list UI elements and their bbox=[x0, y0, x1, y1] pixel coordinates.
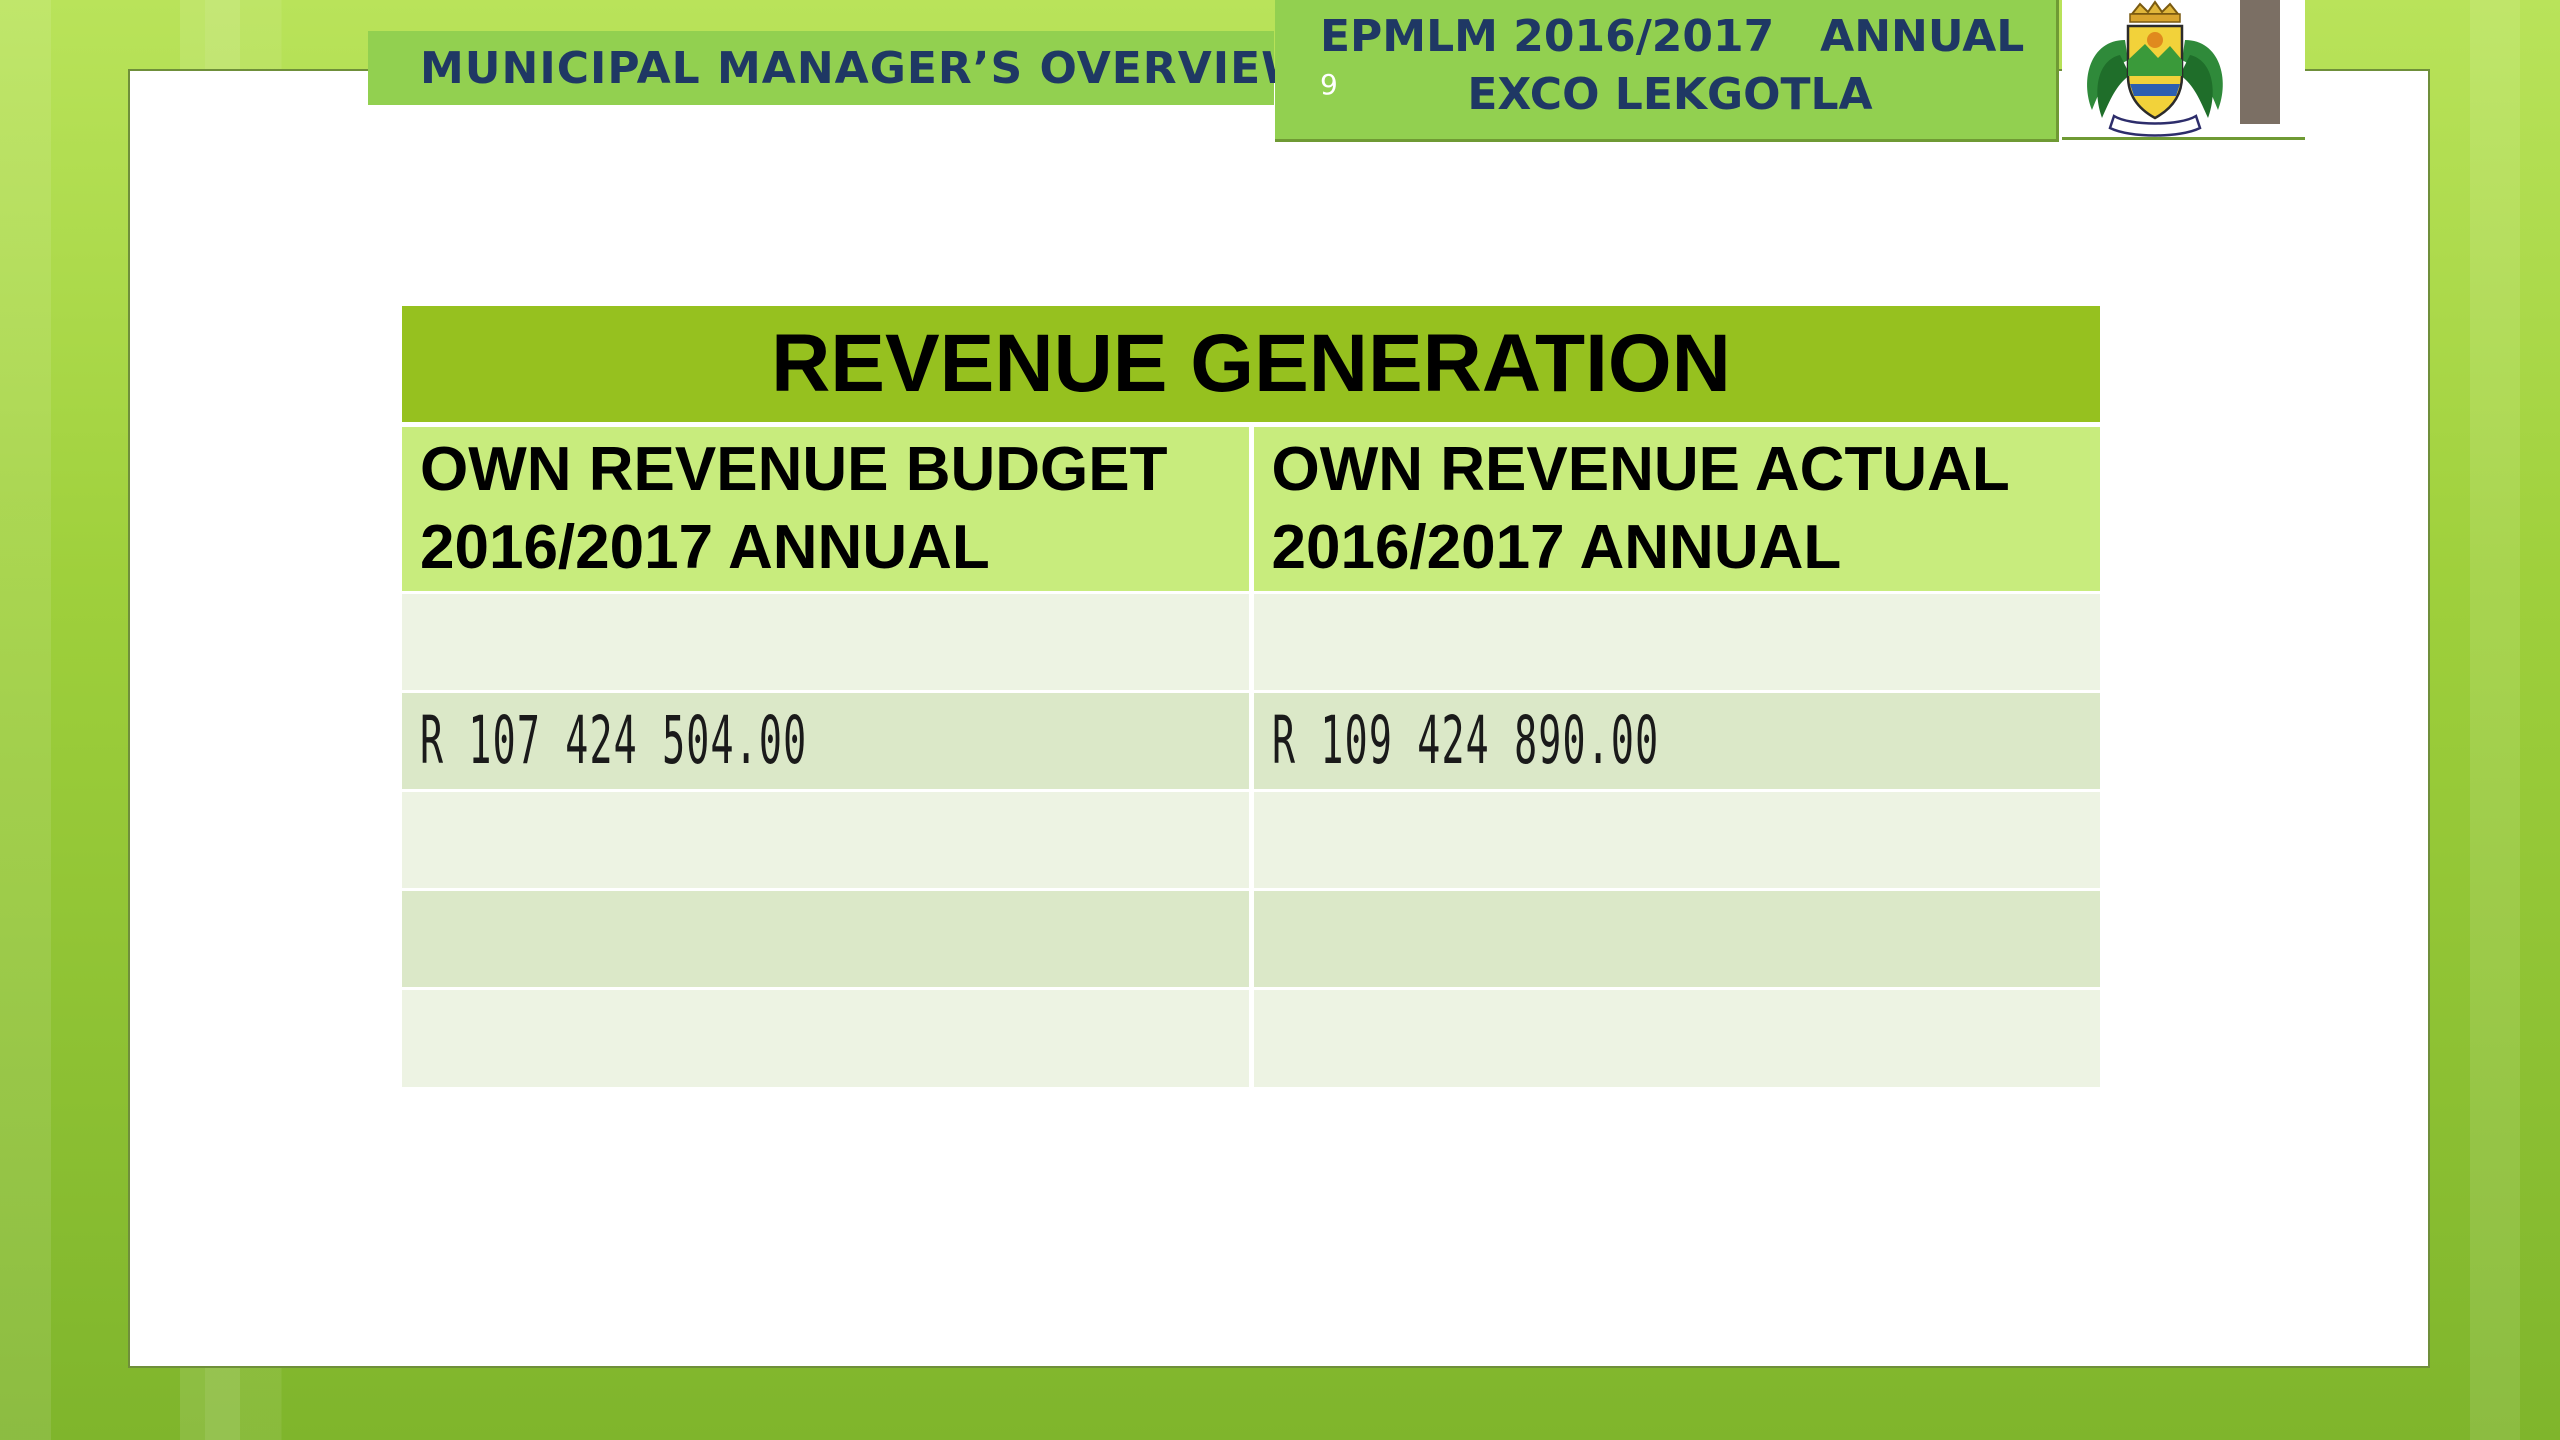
table-cell bbox=[1251, 986, 2100, 1087]
table-cell bbox=[1251, 590, 2100, 691]
table-cell bbox=[402, 590, 1254, 691]
column-header-line: 2016/2017 ANNUAL bbox=[420, 512, 990, 582]
column-header-line: 2016/2017 ANNUAL bbox=[1271, 512, 1842, 582]
table-row bbox=[402, 887, 2100, 988]
table-cell: R 107 424 504.00 bbox=[402, 689, 1254, 790]
section-title: MUNICIPAL MANAGER’S OVERVIEW bbox=[420, 42, 1311, 94]
column-header-line: OWN REVENUE BUDGET bbox=[420, 434, 1168, 504]
event-header bbox=[1275, 0, 2059, 142]
event-title-line1: EPMLM 2016/2017 ANNUAL bbox=[1320, 11, 2025, 62]
event-title-line2: EXCO LEKGOTLA bbox=[1467, 69, 1873, 120]
table-cell bbox=[402, 788, 1254, 889]
table-row bbox=[402, 986, 2100, 1087]
table-row bbox=[402, 590, 2100, 691]
page-number: 9 bbox=[1320, 68, 1338, 101]
column-header-budget: OWN REVENUE BUDGET 2016/2017 ANNUAL bbox=[402, 424, 1254, 592]
table-cell bbox=[1251, 788, 2100, 889]
background-streak bbox=[2470, 0, 2520, 1440]
coat-of-arms-icon bbox=[2087, 0, 2223, 137]
column-header-line: OWN REVENUE ACTUAL bbox=[1271, 434, 2010, 504]
budget-value: R 107 424 504.00 bbox=[420, 702, 808, 779]
table-title: REVENUE GENERATION bbox=[402, 306, 2100, 427]
table-cell bbox=[402, 887, 1254, 988]
logo-side-bar bbox=[2240, 0, 2280, 124]
actual-value: R 109 424 890.00 bbox=[1271, 702, 1659, 779]
event-title: EPMLM 2016/2017 ANNUAL EXCO LEKGOTLA bbox=[1320, 8, 2025, 124]
table-row: R 107 424 504.00 R 109 424 890.00 bbox=[402, 689, 2100, 790]
table-cell bbox=[402, 986, 1254, 1087]
table-cell bbox=[1251, 887, 2100, 988]
revenue-table: REVENUE GENERATION OWN REVENUE BUDGET 20… bbox=[402, 306, 2100, 1087]
section-header: MUNICIPAL MANAGER’S OVERVIEW bbox=[368, 31, 1310, 105]
table-cell: R 109 424 890.00 bbox=[1251, 689, 2100, 790]
table-row bbox=[402, 788, 2100, 889]
column-header-actual: OWN REVENUE ACTUAL 2016/2017 ANNUAL bbox=[1251, 424, 2100, 592]
